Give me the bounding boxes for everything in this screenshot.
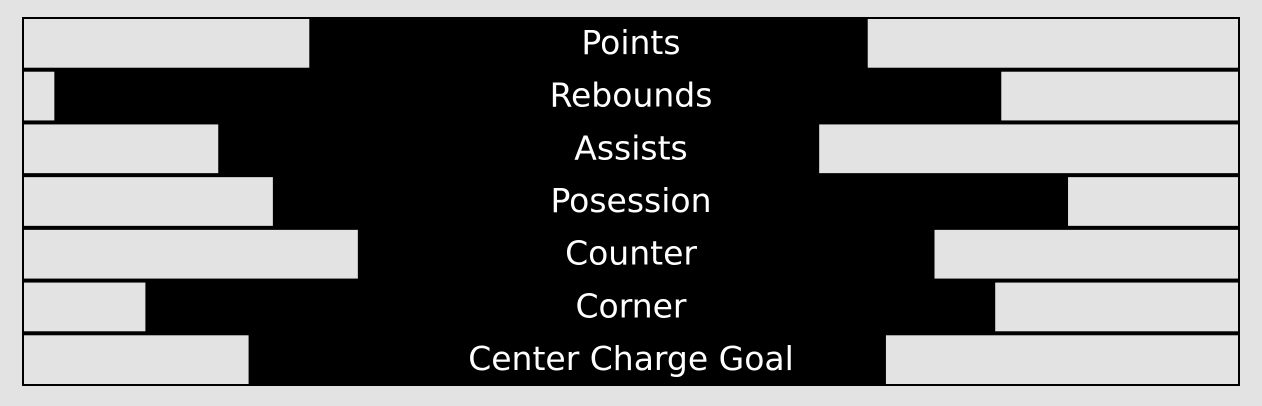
left-bar-rebounds <box>24 71 55 121</box>
category-label-corner: Corner <box>575 286 686 325</box>
category-label-counter: Counter <box>565 234 697 273</box>
category-label-posession: Posession <box>550 181 711 220</box>
right-bar-center-charge-goal <box>885 335 1238 384</box>
category-label-rebounds: Rebounds <box>550 76 713 115</box>
left-bar-center-charge-goal <box>24 335 249 384</box>
left-bar-corner <box>24 282 146 332</box>
left-bar-points <box>24 19 310 68</box>
left-bar-counter <box>24 229 358 279</box>
right-bar-corner <box>995 282 1238 332</box>
left-bar-posession <box>24 177 273 226</box>
category-label-center-charge-goal: Center Charge Goal <box>468 339 794 378</box>
right-bar-counter <box>934 229 1238 279</box>
category-label-assists: Assists <box>574 128 687 167</box>
right-bar-assists <box>819 124 1238 174</box>
left-bar-assists <box>24 124 219 174</box>
category-label-points: Points <box>581 23 680 62</box>
right-bar-rebounds <box>1001 71 1238 121</box>
right-bar-points <box>867 19 1238 68</box>
right-bar-posession <box>1068 177 1238 226</box>
